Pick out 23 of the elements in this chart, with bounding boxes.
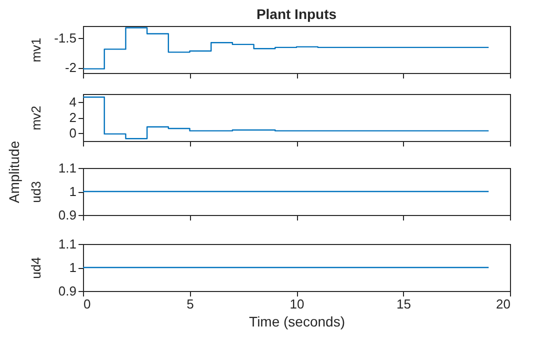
y-tick-label: 1.1 [58, 236, 76, 252]
x-tick-label: 10 [290, 296, 304, 312]
y-tick-label: 1 [69, 184, 76, 199]
y-tick-label: -1.5 [54, 30, 76, 46]
x-axis-title: Time (seconds) [249, 314, 345, 330]
y-axis-title: mv2 [28, 106, 44, 130]
y-tick-label: 4 [69, 94, 76, 110]
y-tick-label: 1.1 [58, 160, 76, 176]
y-tick-label: -2 [64, 60, 76, 76]
y-tick-label: 2 [69, 110, 76, 125]
text: Amplitude [6, 140, 22, 204]
y-axis-title: mv1 [28, 38, 44, 62]
y-tick-label: 1 [69, 260, 76, 275]
chart-title: Plant Inputs [256, 6, 337, 22]
y-tick-label: 0 [69, 126, 76, 141]
y-tick-label: 0.9 [58, 208, 76, 222]
y-axis-title: ud3 [28, 181, 44, 203]
x-tick-label: 15 [396, 296, 411, 312]
x-tick-label: 20 [496, 296, 510, 312]
y-tick-label: 0.9 [58, 284, 76, 298]
x-tick-label: 5 [186, 296, 194, 312]
y-axis-title: ud4 [28, 257, 44, 279]
x-tick-label: 0 [84, 296, 91, 312]
